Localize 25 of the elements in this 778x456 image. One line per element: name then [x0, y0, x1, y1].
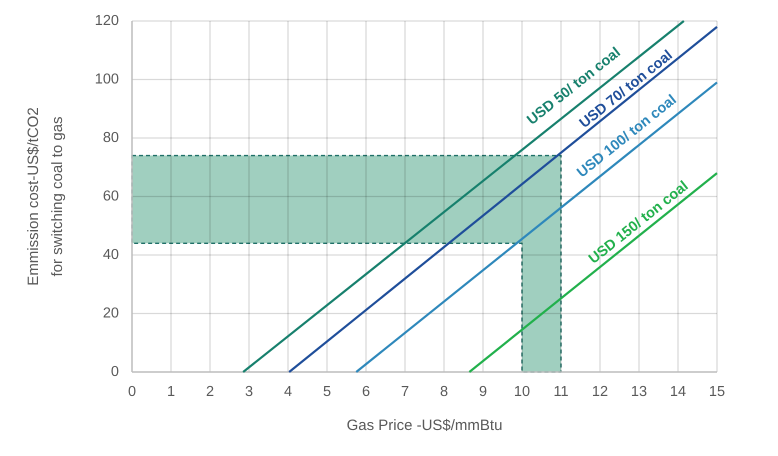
- x-tick-label: 4: [284, 384, 292, 400]
- x-tick-label: 3: [244, 384, 254, 400]
- x-tick-label: 15: [708, 384, 726, 400]
- y-tick-label: 40: [102, 246, 119, 263]
- y-tick-label: 60: [102, 188, 119, 204]
- y-tick-label: 0: [110, 364, 119, 380]
- y-tick-label: 20: [102, 305, 119, 322]
- x-tick-label: 14: [670, 384, 686, 400]
- x-tick-label: 2: [206, 384, 214, 400]
- x-tick-label: 8: [440, 384, 448, 400]
- x-axis-title: Gas Price -US$/mmBtu: [346, 417, 502, 434]
- x-tick-label: 0: [128, 384, 136, 400]
- y-tick-label: 80: [102, 130, 119, 146]
- x-tick-label: 10: [514, 384, 530, 400]
- y-tick-label: 100: [94, 71, 119, 88]
- x-tick-label: 7: [400, 384, 410, 400]
- x-tick-label: 13: [630, 384, 648, 400]
- y-tick-label: 120: [94, 12, 119, 29]
- x-tick-label: 12: [592, 384, 608, 400]
- x-tick-label: 9: [478, 384, 488, 400]
- y-axis-title: Emmission cost-US$/tCO2 for switching coal to gas: [24, 107, 66, 286]
- x-tick-label: 5: [322, 384, 332, 400]
- x-tick-label: 1: [166, 384, 176, 400]
- x-tick-label: 6: [362, 384, 370, 400]
- x-tick-label: 11: [553, 384, 569, 400]
